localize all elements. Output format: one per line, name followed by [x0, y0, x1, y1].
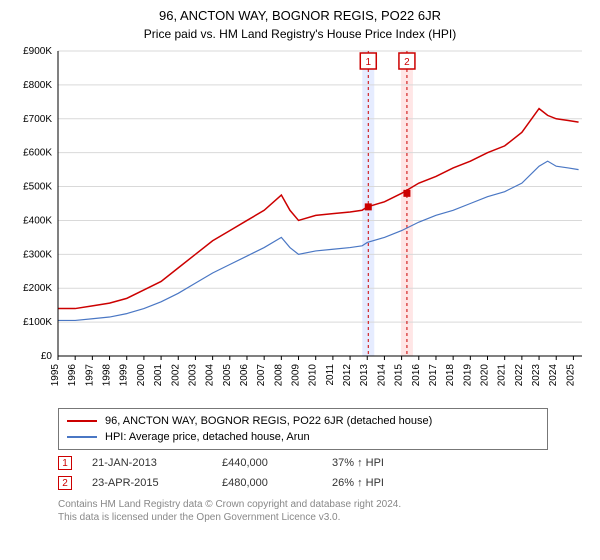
- svg-text:£0: £0: [41, 351, 53, 362]
- svg-text:2017: 2017: [428, 364, 439, 387]
- svg-text:1996: 1996: [67, 364, 78, 387]
- svg-text:2009: 2009: [291, 364, 302, 387]
- sale-date: 21-JAN-2013: [92, 457, 222, 469]
- svg-text:2011: 2011: [325, 364, 336, 386]
- svg-text:2001: 2001: [153, 364, 164, 387]
- svg-text:1998: 1998: [102, 364, 113, 387]
- footer-line-2: This data is licensed under the Open Gov…: [58, 511, 590, 524]
- svg-text:1999: 1999: [119, 364, 130, 387]
- svg-text:2: 2: [404, 57, 410, 68]
- sale-row: 1 21-JAN-2013£440,00037% ↑ HPI: [58, 456, 590, 470]
- svg-text:2022: 2022: [514, 364, 525, 387]
- svg-text:£200K: £200K: [23, 283, 52, 294]
- legend-swatch-hpi: [67, 436, 97, 438]
- svg-text:£300K: £300K: [23, 249, 52, 260]
- page-subtitle: Price paid vs. HM Land Registry's House …: [10, 27, 590, 41]
- svg-text:2025: 2025: [565, 364, 576, 387]
- svg-text:2014: 2014: [376, 364, 387, 387]
- svg-text:2007: 2007: [256, 364, 267, 387]
- sale-hpi: 26% ↑ HPI: [332, 477, 432, 489]
- svg-text:2005: 2005: [222, 364, 233, 387]
- sale-hpi: 37% ↑ HPI: [332, 457, 432, 469]
- svg-text:£900K: £900K: [23, 47, 52, 57]
- sale-row: 2 23-APR-2015£480,00026% ↑ HPI: [58, 476, 590, 490]
- svg-text:1: 1: [365, 57, 371, 68]
- svg-text:1997: 1997: [84, 364, 95, 387]
- svg-text:£600K: £600K: [23, 148, 52, 159]
- page-title: 96, ANCTON WAY, BOGNOR REGIS, PO22 6JR: [10, 8, 590, 23]
- legend-row-hpi: HPI: Average price, detached house, Arun: [67, 429, 539, 445]
- legend-label-property: 96, ANCTON WAY, BOGNOR REGIS, PO22 6JR (…: [105, 415, 432, 427]
- svg-text:2000: 2000: [136, 364, 147, 387]
- svg-text:£400K: £400K: [23, 215, 52, 226]
- footer: Contains HM Land Registry data © Crown c…: [58, 498, 590, 524]
- svg-text:2021: 2021: [497, 364, 508, 387]
- svg-text:2018: 2018: [445, 364, 456, 387]
- legend-label-hpi: HPI: Average price, detached house, Arun: [105, 431, 310, 443]
- svg-text:2008: 2008: [273, 364, 284, 387]
- svg-text:2024: 2024: [548, 364, 559, 387]
- svg-text:2006: 2006: [239, 364, 250, 387]
- svg-text:2010: 2010: [308, 364, 319, 387]
- sale-marker-icon: 1: [58, 456, 72, 470]
- svg-text:2019: 2019: [462, 364, 473, 387]
- svg-text:2015: 2015: [394, 364, 405, 387]
- price-chart: £0 £100K £200K £300K £400K £500K £600K £700K £80…: [10, 47, 590, 402]
- sale-marker-icon: 2: [58, 476, 72, 490]
- chart-holder: £0 £100K £200K £300K £400K £500K £600K £700K £80…: [10, 47, 590, 402]
- sale-price: £480,000: [222, 477, 332, 489]
- legend-row-property: 96, ANCTON WAY, BOGNOR REGIS, PO22 6JR (…: [67, 413, 539, 429]
- svg-text:£100K: £100K: [23, 317, 52, 328]
- svg-text:£800K: £800K: [23, 80, 52, 91]
- svg-text:2003: 2003: [187, 364, 198, 387]
- legend-box: 96, ANCTON WAY, BOGNOR REGIS, PO22 6JR (…: [58, 408, 548, 450]
- svg-text:£500K: £500K: [23, 182, 52, 193]
- svg-text:2023: 2023: [531, 364, 542, 387]
- svg-text:2002: 2002: [170, 364, 181, 387]
- footer-line-1: Contains HM Land Registry data © Crown c…: [58, 498, 590, 511]
- svg-text:1995: 1995: [50, 364, 61, 387]
- svg-text:£700K: £700K: [23, 114, 52, 125]
- svg-text:2020: 2020: [480, 364, 491, 387]
- svg-text:2004: 2004: [205, 364, 216, 387]
- legend-swatch-property: [67, 420, 97, 422]
- svg-text:2013: 2013: [359, 364, 370, 387]
- sale-date: 23-APR-2015: [92, 477, 222, 489]
- svg-text:2016: 2016: [411, 364, 422, 387]
- sale-price: £440,000: [222, 457, 332, 469]
- container: 96, ANCTON WAY, BOGNOR REGIS, PO22 6JR P…: [0, 0, 600, 560]
- svg-text:2012: 2012: [342, 364, 353, 387]
